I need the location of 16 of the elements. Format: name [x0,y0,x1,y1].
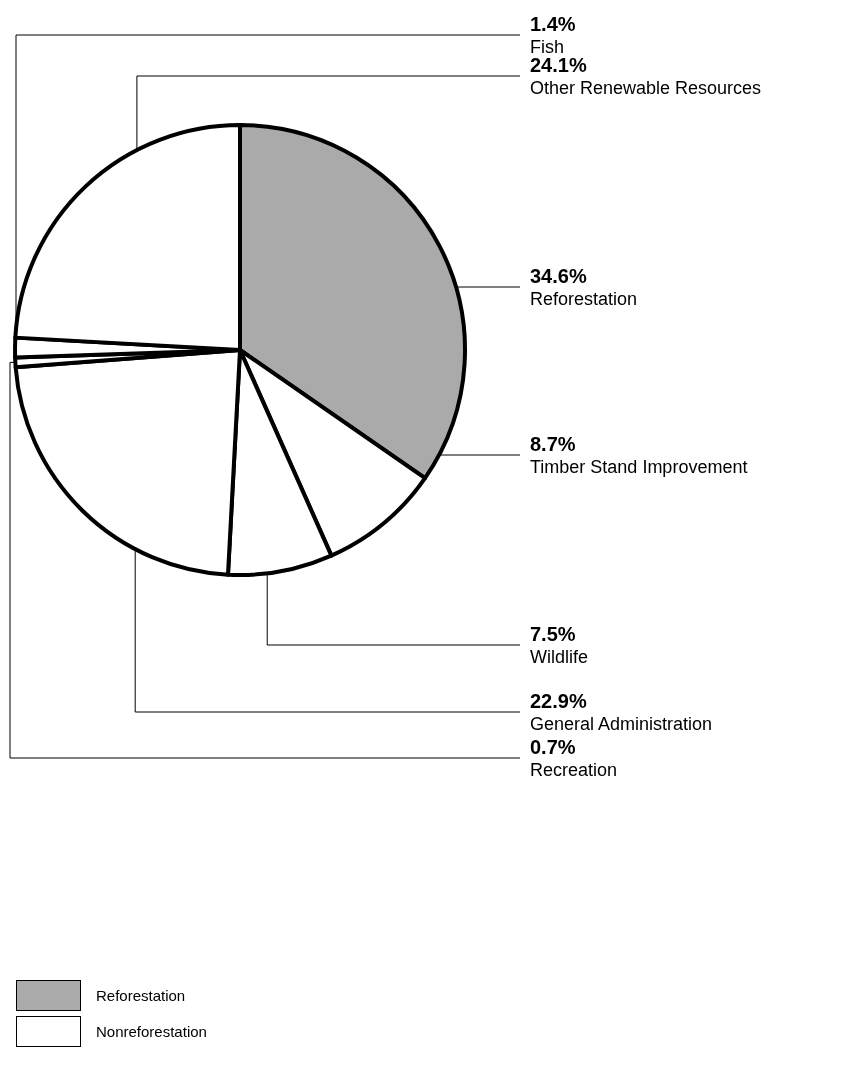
data-label: 0.7% [530,736,576,758]
data-label: 22.9% [530,690,587,712]
slice-label: Timber Stand Improvement [530,457,748,477]
slice-label: Fish [530,37,565,57]
slice-label: Wildlife [530,647,589,667]
data-label: 1.4% [530,13,576,35]
slice-label: Other Renewable Resources [530,78,762,98]
slice-label: General Administration [530,714,713,734]
data-label: 8.7% [530,433,576,455]
text: Reforestation [96,987,186,1004]
slice-label: Recreation [530,760,618,780]
data-label: 7.5% [530,623,576,645]
slice-label: Reforestation [530,289,638,309]
text: Nonreforestation [96,1023,207,1040]
data-label: 34.6% [530,265,587,287]
data-label: 24.1% [530,54,587,76]
